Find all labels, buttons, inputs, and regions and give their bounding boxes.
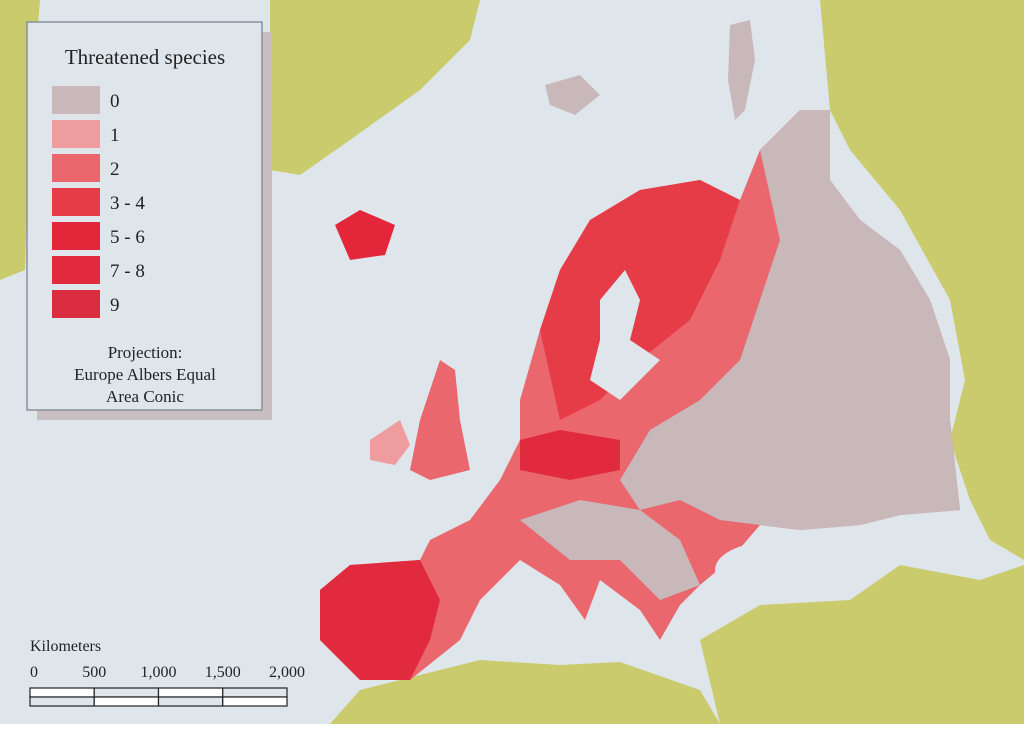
asia <box>820 0 1024 560</box>
scale-label: 2,000 <box>269 664 305 681</box>
projection-line: Projection: <box>108 343 183 362</box>
great-britain <box>410 360 470 480</box>
scale-segment <box>222 696 288 707</box>
scale-segment <box>93 687 160 698</box>
svalbard <box>545 75 600 115</box>
scale-label: 1,500 <box>205 664 241 681</box>
europe <box>320 20 960 680</box>
ireland <box>370 420 410 465</box>
region <box>320 560 440 680</box>
legend-swatch <box>52 256 100 284</box>
greenland <box>270 0 480 175</box>
legend-label: 2 <box>110 159 120 180</box>
africa <box>330 660 720 724</box>
legend-swatch <box>52 188 100 216</box>
scale-segment <box>29 696 95 707</box>
legend-label: 3 - 4 <box>110 193 145 214</box>
black-sea <box>715 542 825 598</box>
legend-swatch <box>52 154 100 182</box>
projection-note: Projection: Europe Albers Equal Area Conic <box>74 343 216 406</box>
legend-swatch <box>52 290 100 318</box>
region <box>520 430 620 480</box>
legend-swatch <box>52 222 100 250</box>
baltic-sea <box>590 270 660 400</box>
middle-east <box>700 565 1024 724</box>
scale-segment <box>157 696 224 707</box>
scale-label: 0 <box>30 664 38 681</box>
legend-label: 1 <box>110 125 120 146</box>
legend-label: 0 <box>110 91 120 112</box>
scale-segment <box>222 687 288 698</box>
projection-line: Area Conic <box>106 387 184 406</box>
scale-label: 500 <box>82 664 106 681</box>
legend-swatch <box>52 86 100 114</box>
legend-title: Threatened species <box>65 45 225 69</box>
scale-bar: 0 500 1,000 1,500 2,000 <box>29 664 305 707</box>
scale-label: 1,000 <box>141 664 177 681</box>
legend-label: 9 <box>110 295 120 316</box>
scale-segment <box>29 687 95 698</box>
legend-swatch <box>52 120 100 148</box>
region <box>520 500 700 600</box>
scale-segment <box>157 687 224 698</box>
scale-unit: Kilometers <box>30 638 101 655</box>
novaya-zemlya <box>728 20 755 120</box>
legend-label: 5 - 6 <box>110 227 145 248</box>
region <box>620 110 960 530</box>
legend-items: 0 1 2 3 - 4 5 - 6 7 - 8 9 <box>52 86 145 318</box>
scale-segment <box>93 696 160 707</box>
legend-label: 7 - 8 <box>110 261 145 282</box>
iceland <box>335 210 395 260</box>
projection-line: Europe Albers Equal <box>74 365 216 384</box>
